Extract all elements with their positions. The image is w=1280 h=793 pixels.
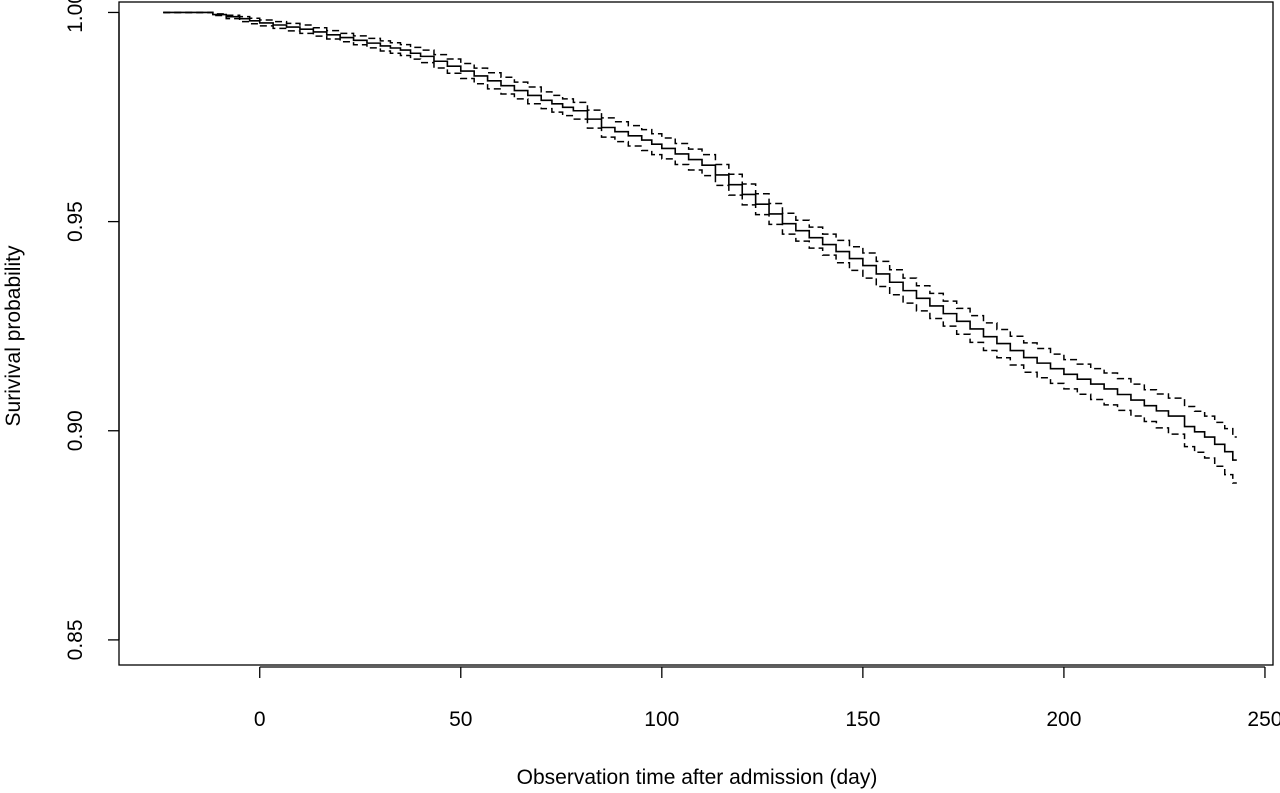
y-tick-label: 0.90	[64, 410, 87, 451]
x-tick-label: 100	[644, 708, 679, 731]
plot-frame	[118, 1, 1274, 666]
x-axis: 0 50 100 150 200 250	[254, 666, 1280, 731]
x-axis-title: Observation time after admission (day)	[517, 766, 878, 789]
lower-ci-curve	[163, 11, 1237, 484]
curves-layer	[163, 11, 1237, 484]
x-tick-label: 150	[845, 708, 880, 731]
y-axis-title: Surivival probability	[2, 245, 25, 426]
survival-curve	[163, 11, 1237, 461]
x-tick-label: 200	[1046, 708, 1081, 731]
y-tick-label: 0.95	[64, 201, 87, 242]
y-tick-label: 0.85	[64, 619, 87, 660]
y-tick-label: 1.00	[64, 0, 87, 33]
y-axis: 0.85 0.90 0.95 1.00	[64, 0, 120, 660]
upper-ci-curve	[163, 11, 1237, 438]
x-tick-label: 0	[254, 708, 266, 731]
x-tick-label: 50	[449, 708, 472, 731]
x-tick-label: 250	[1247, 708, 1280, 731]
